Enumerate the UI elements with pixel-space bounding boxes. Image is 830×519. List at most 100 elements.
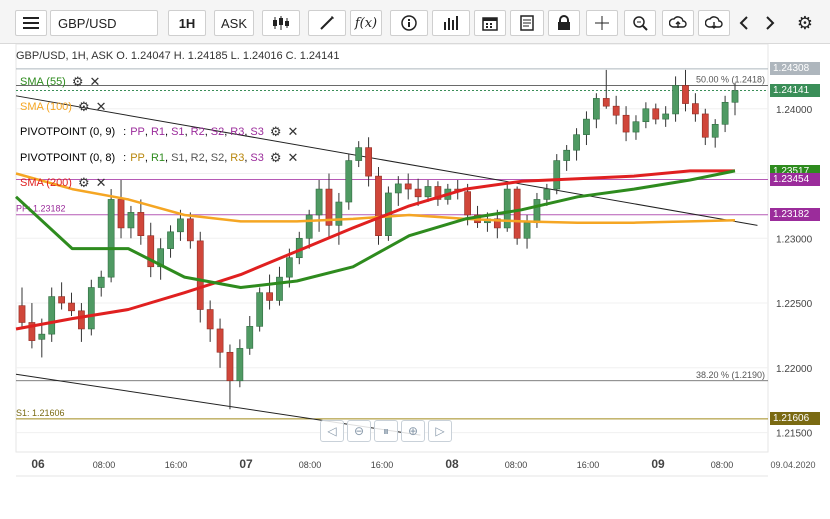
- candle: [38, 333, 46, 340]
- zoom-button[interactable]: [624, 10, 656, 36]
- pivot-level: R1: [150, 152, 166, 164]
- x-tick-label: 07: [239, 457, 253, 471]
- upload-icon: [669, 16, 687, 28]
- volume-button[interactable]: [432, 10, 470, 36]
- zoom-controls: ◁ ⊖ ⏸ ⊕ ▷: [320, 420, 452, 442]
- candle: [375, 175, 382, 236]
- price-chart[interactable]: 1.240001.235001.230001.225001.220001.215…: [0, 44, 830, 519]
- candle: [315, 188, 323, 216]
- lock-button[interactable]: [548, 10, 580, 36]
- crosshair-button[interactable]: [586, 10, 618, 36]
- candle: [127, 212, 135, 229]
- chart-area[interactable]: 1.240001.235001.230001.225001.220001.215…: [0, 44, 830, 519]
- gear-icon: ⚙: [796, 12, 814, 33]
- pivot-level: R2: [190, 152, 205, 164]
- candle: [286, 257, 293, 278]
- candle: [157, 248, 165, 268]
- candle: [137, 212, 145, 236]
- candles-button[interactable]: [262, 10, 300, 36]
- candle: [434, 186, 442, 200]
- candle: [692, 103, 699, 115]
- indicator-label: PIVOTPOINT (0, 8): [20, 152, 116, 164]
- zoom-out-button[interactable]: ⊖: [347, 420, 371, 442]
- pivot-level: S1: [171, 152, 185, 164]
- y-tick-label: 1.22500: [776, 299, 813, 310]
- indicator-icon: f(x): [354, 15, 378, 31]
- close-icon[interactable]: ✕: [95, 175, 107, 190]
- gear-icon[interactable]: ⚙: [269, 124, 282, 139]
- candle: [167, 231, 174, 249]
- close-icon[interactable]: ✕: [95, 99, 107, 114]
- candle: [642, 108, 650, 123]
- candle: [68, 302, 75, 312]
- candle: [404, 183, 412, 190]
- symbol-label: GBP/USD: [58, 15, 117, 31]
- timeframe-button[interactable]: 1H: [168, 10, 206, 36]
- info-icon: [401, 15, 417, 31]
- gear-icon[interactable]: ⚙: [269, 150, 282, 165]
- symbol-selector[interactable]: GBP/USD: [50, 10, 158, 36]
- scroll-back-button[interactable]: ◁: [320, 420, 344, 442]
- gear-icon[interactable]: ⚙: [77, 99, 90, 114]
- candle: [276, 276, 283, 301]
- candle: [503, 188, 511, 229]
- calendar-button[interactable]: [474, 10, 506, 36]
- indicator-label: SMA (55): [20, 76, 66, 88]
- price-tag: 1.23454: [770, 172, 820, 186]
- price-tag: 1.23182: [770, 208, 820, 222]
- candle: [345, 160, 353, 203]
- reset-button[interactable]: ⏸: [374, 420, 398, 442]
- notes-button[interactable]: [510, 10, 544, 36]
- price-side-button[interactable]: ASK: [214, 10, 254, 36]
- candle: [28, 322, 36, 341]
- candle: [711, 124, 719, 138]
- calendar-icon: [482, 17, 498, 31]
- pivot-level: S2: [210, 126, 225, 138]
- candle: [592, 98, 600, 120]
- info-button[interactable]: [390, 10, 428, 36]
- x-tick-label: 16:00: [577, 460, 600, 470]
- candle: [335, 201, 343, 226]
- draw-button[interactable]: [308, 10, 346, 36]
- upload-button[interactable]: [662, 10, 694, 36]
- x-tick-label: 08: [445, 457, 459, 471]
- candle: [612, 105, 620, 116]
- chevron-right-icon: [766, 16, 775, 30]
- price-tag: 1.24141: [770, 83, 820, 97]
- pivot-level: S2: [210, 152, 225, 164]
- gear-icon[interactable]: ⚙: [71, 74, 84, 89]
- x-tick-label: 08:00: [505, 460, 528, 470]
- x-tick-label: 08:00: [711, 460, 734, 470]
- y-tick-label: 1.22000: [776, 364, 813, 375]
- x-tick-label: 06: [31, 457, 45, 471]
- indicator-sma-200: SMA (200) ⚙ ✕: [20, 175, 107, 191]
- candle: [632, 121, 640, 133]
- indicator-pivot-9: PIVOTPOINT (0, 9) : PP, R1, S1, R2, S2, …: [20, 124, 299, 139]
- close-icon[interactable]: ✕: [287, 150, 299, 165]
- scroll-right-button[interactable]: [758, 10, 782, 36]
- candle: [543, 188, 551, 200]
- indicator-button[interactable]: f(x): [350, 10, 382, 36]
- lock-icon: [558, 15, 570, 30]
- candle: [721, 101, 729, 125]
- candle: [464, 191, 471, 216]
- pivot-level: R1: [150, 126, 166, 138]
- candle: [652, 108, 660, 120]
- pivot-level: R3: [230, 152, 245, 164]
- close-icon[interactable]: ✕: [89, 74, 101, 89]
- candle: [662, 113, 670, 120]
- candle: [236, 348, 244, 382]
- candle: [177, 218, 184, 233]
- close-icon[interactable]: ✕: [287, 124, 299, 139]
- candle: [553, 160, 561, 190]
- menu-button[interactable]: [15, 10, 47, 36]
- gear-icon[interactable]: ⚙: [77, 175, 90, 190]
- scroll-forward-button[interactable]: ▷: [428, 420, 452, 442]
- timeframe-label: 1H: [178, 15, 196, 31]
- scroll-left-button[interactable]: [732, 10, 756, 36]
- download-button[interactable]: [698, 10, 730, 36]
- zoom-in-button[interactable]: ⊕: [401, 420, 425, 442]
- candle: [18, 305, 26, 323]
- settings-button[interactable]: ⚙: [792, 10, 818, 36]
- y-tick-label: 1.21500: [776, 429, 813, 440]
